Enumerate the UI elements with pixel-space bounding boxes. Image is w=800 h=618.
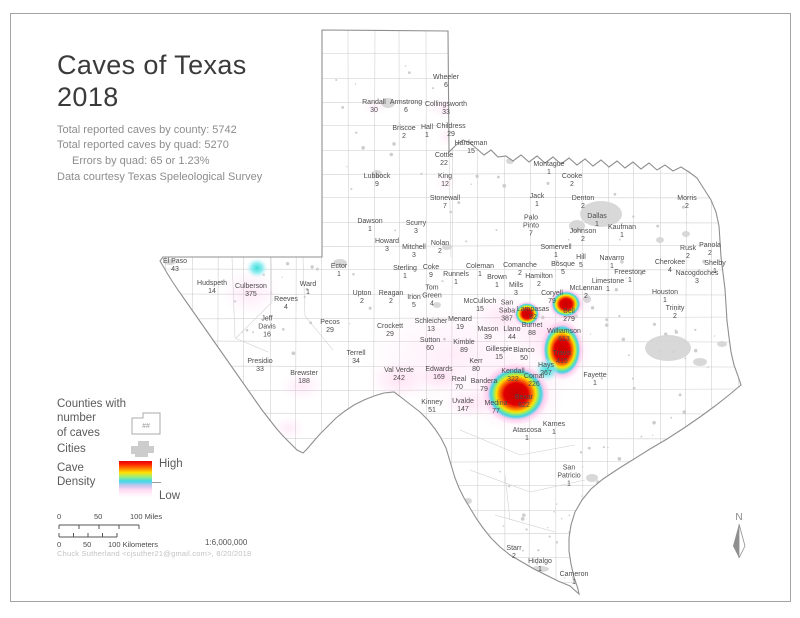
map-scale-ratio: 1:6,000,000	[205, 538, 248, 547]
scale-bar: 0 50 100 Miles 0 50 100 Kilometers	[57, 512, 292, 554]
north-label: N	[735, 512, 742, 523]
stat-county-total: Total reported caves by county: 5742	[57, 123, 237, 136]
density-tick-line	[152, 482, 161, 483]
legend-cities-label: Cities	[57, 443, 86, 455]
density-hotspot-layer	[246, 258, 584, 425]
stat-errors: Errors by quad: 65 or 1.23%	[72, 154, 210, 167]
city-legend-icon	[131, 441, 154, 457]
stat-credit-source: Data courtesy Texas Speleological Survey	[57, 170, 263, 183]
scale-bar-lines	[58, 524, 140, 538]
km-tick-0: 0	[57, 540, 62, 549]
page-title: Caves of Texas 2018	[57, 50, 247, 112]
legend-density-label: Cave Density	[57, 462, 96, 489]
svg-text:##: ##	[142, 423, 150, 430]
title-block: Caves of Texas 2018 Total reported caves…	[57, 50, 262, 185]
north-needle-dark	[733, 524, 739, 558]
stats-block: Total reported caves by county: 5742 Tot…	[57, 123, 262, 185]
county-legend-icon: ##	[131, 412, 161, 435]
density-gradient-bar	[119, 461, 152, 497]
km-tick-100: 100 Kilometers	[108, 540, 159, 549]
legend-low-label: Low	[159, 490, 181, 502]
miles-tick-0: 0	[57, 512, 62, 521]
miles-tick-50: 50	[94, 512, 103, 521]
north-needle-light	[738, 523, 746, 559]
miles-tick-100: 100 Miles	[130, 512, 163, 521]
km-tick-50: 50	[83, 540, 92, 549]
stat-quad-total: Total reported caves by quad: 5270	[57, 139, 229, 152]
map-frame-border	[10, 13, 791, 602]
legend-high-label: High	[159, 458, 183, 470]
legend-counties-label: Counties with number of caves	[57, 398, 127, 439]
author-credit: Chuck Sutherland <cjsuther21@gmail.com>,…	[57, 549, 252, 558]
north-arrow: N	[733, 512, 746, 559]
